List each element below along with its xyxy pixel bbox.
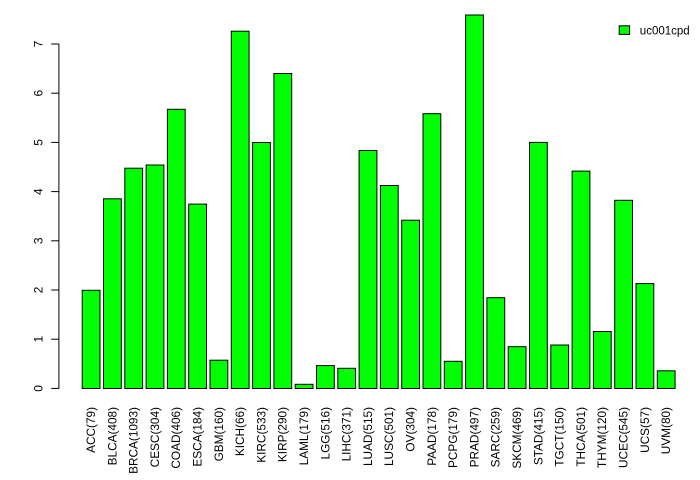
svg-text:uc001cpd: uc001cpd: [640, 26, 690, 38]
svg-text:THYM(120): THYM(120): [595, 407, 609, 468]
svg-text:OV(304): OV(304): [404, 407, 418, 452]
svg-text:SARC(259): SARC(259): [489, 407, 503, 467]
svg-text:7: 7: [31, 40, 45, 47]
svg-text:PAAD(178): PAAD(178): [425, 407, 439, 466]
svg-text:ACC(79): ACC(79): [84, 407, 98, 453]
svg-text:ESCA(184): ESCA(184): [191, 407, 205, 467]
svg-text:PRAD(497): PRAD(497): [467, 407, 481, 467]
svg-text:LGG(516): LGG(516): [318, 407, 332, 460]
svg-text:LAML(179): LAML(179): [297, 407, 311, 465]
svg-text:LUSC(501): LUSC(501): [382, 407, 396, 466]
svg-text:BRCA(1093): BRCA(1093): [127, 407, 141, 474]
svg-text:6: 6: [31, 90, 45, 97]
svg-text:GBM(160): GBM(160): [212, 407, 226, 461]
svg-text:KIRC(533): KIRC(533): [254, 407, 268, 463]
svg-text:4: 4: [31, 188, 45, 195]
svg-text:STAD(415): STAD(415): [531, 407, 545, 465]
svg-text:2: 2: [31, 286, 45, 293]
svg-text:COAD(406): COAD(406): [169, 407, 183, 469]
svg-text:5: 5: [31, 139, 45, 146]
svg-text:3: 3: [31, 237, 45, 244]
svg-text:UVM(80): UVM(80): [659, 407, 673, 454]
svg-text:CESC(304): CESC(304): [148, 407, 162, 467]
svg-text:BLCA(408): BLCA(408): [105, 407, 119, 465]
svg-text:LIHC(371): LIHC(371): [340, 407, 354, 461]
svg-text:SKCM(469): SKCM(469): [510, 407, 524, 469]
svg-text:THCA(501): THCA(501): [574, 407, 588, 467]
svg-text:TGCT(150): TGCT(150): [553, 407, 567, 467]
svg-text:UCEC(545): UCEC(545): [617, 407, 631, 468]
svg-text:PCPG(179): PCPG(179): [446, 407, 460, 468]
svg-text:0: 0: [31, 385, 45, 392]
svg-text:UCS(57): UCS(57): [638, 407, 652, 453]
svg-text:KICH(66): KICH(66): [233, 407, 247, 456]
svg-text:LUAD(515): LUAD(515): [361, 407, 375, 466]
svg-text:KIRP(290): KIRP(290): [276, 407, 290, 462]
svg-text:1: 1: [31, 336, 45, 343]
